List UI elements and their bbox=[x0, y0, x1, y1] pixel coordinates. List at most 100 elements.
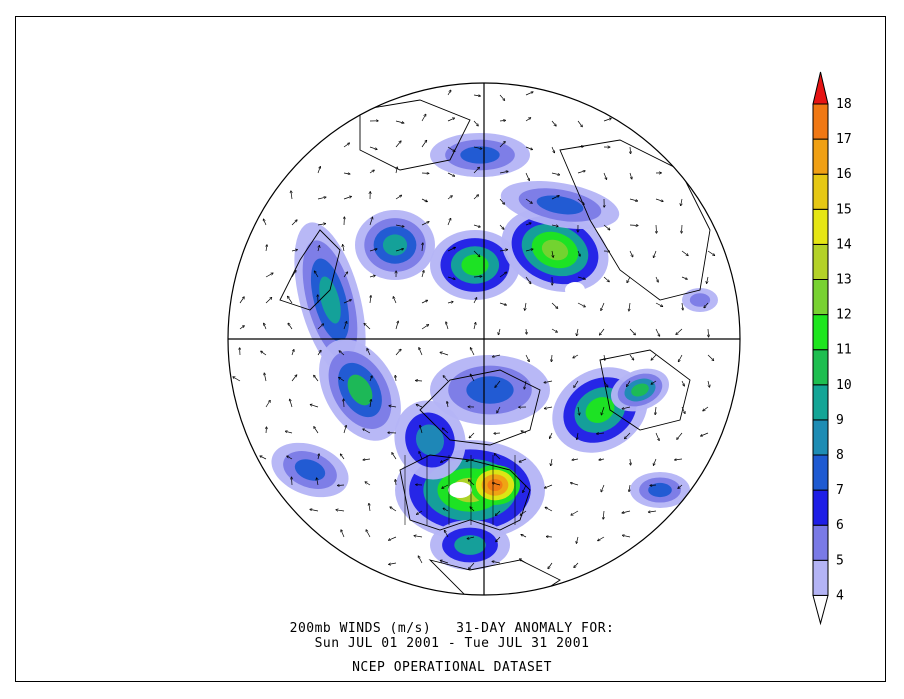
wind-vector bbox=[578, 406, 579, 415]
wind-anomaly-contour bbox=[541, 239, 569, 261]
wind-vector bbox=[341, 454, 345, 460]
wind-anomaly-contour bbox=[631, 383, 649, 397]
wind-vector bbox=[447, 118, 454, 122]
wind-vector bbox=[264, 323, 267, 330]
wind-vector bbox=[679, 354, 683, 362]
wind-vector bbox=[682, 302, 683, 310]
wind-vector bbox=[419, 452, 423, 460]
wind-vector bbox=[603, 172, 607, 179]
wind-vector bbox=[339, 378, 345, 382]
wind-vector bbox=[291, 375, 297, 382]
wind-anomaly-contour bbox=[460, 146, 500, 164]
wind-vector bbox=[395, 349, 401, 356]
wind-vector bbox=[525, 354, 529, 361]
colorbar-segment bbox=[812, 384, 829, 421]
wind-vector bbox=[389, 563, 397, 564]
wind-vector bbox=[627, 276, 631, 282]
wind-vector bbox=[577, 198, 584, 204]
wind-vector bbox=[416, 381, 423, 382]
wind-vector bbox=[681, 380, 684, 386]
wind-vector bbox=[499, 272, 506, 278]
wind-vector bbox=[370, 400, 371, 408]
wind-vector bbox=[447, 172, 455, 176]
wind-vector bbox=[421, 271, 424, 278]
wind-vector bbox=[701, 432, 709, 436]
wind-vector bbox=[629, 198, 637, 201]
wind-vector bbox=[577, 120, 582, 127]
wind-vector bbox=[703, 406, 709, 411]
wind-vector bbox=[447, 219, 451, 226]
wind-vector bbox=[707, 354, 714, 360]
wind-vector bbox=[395, 321, 398, 330]
wind-anomaly-contour bbox=[319, 276, 341, 324]
wind-vector bbox=[389, 406, 397, 407]
colorbar-tick-label: 10 bbox=[836, 378, 852, 393]
caption-title: 200mb WINDS (m/s) 31-DAY ANOMALY FOR: bbox=[289, 621, 615, 636]
wind-vector bbox=[365, 482, 371, 486]
wind-vector bbox=[470, 374, 475, 382]
caption-dataset: NCEP OPERATIONAL DATASET bbox=[352, 660, 552, 675]
wind-vector bbox=[310, 405, 319, 408]
wind-vector bbox=[443, 508, 449, 512]
wind-vector bbox=[264, 373, 267, 382]
wind-vector bbox=[422, 243, 423, 252]
wind-vector bbox=[629, 225, 638, 226]
wind-vector bbox=[682, 224, 683, 233]
colorbar-segment bbox=[812, 279, 829, 316]
wind-vector bbox=[395, 195, 401, 200]
wind-vector bbox=[390, 507, 397, 512]
wind-vector bbox=[265, 401, 270, 408]
wind-vector bbox=[545, 406, 553, 409]
wind-vector bbox=[493, 354, 501, 357]
wind-vector bbox=[704, 302, 709, 308]
wind-vector bbox=[421, 115, 426, 122]
wind-vector bbox=[655, 432, 659, 440]
wind-vector bbox=[547, 537, 553, 538]
wind-vector bbox=[441, 458, 449, 462]
wind-vector bbox=[629, 302, 630, 311]
map-content bbox=[233, 90, 718, 595]
wind-vector bbox=[597, 433, 605, 434]
wind-vector bbox=[392, 453, 397, 460]
wind-vector bbox=[469, 432, 475, 438]
wind-vector bbox=[551, 172, 560, 175]
wind-vector bbox=[577, 250, 580, 256]
wind-vector bbox=[675, 459, 683, 460]
wind-vector bbox=[499, 171, 508, 174]
wind-vector bbox=[577, 302, 585, 307]
below-threshold-area bbox=[565, 282, 585, 298]
wind-vector bbox=[499, 120, 505, 121]
wind-vector bbox=[552, 250, 553, 257]
wind-vector bbox=[601, 484, 605, 492]
wind-vector bbox=[572, 459, 579, 460]
colorbar-segment bbox=[812, 559, 829, 596]
wind-vector bbox=[577, 432, 578, 439]
wind-vector bbox=[292, 477, 293, 486]
wind-vector bbox=[343, 272, 348, 278]
wind-vector bbox=[655, 328, 660, 336]
colorbar-tick-label: 18 bbox=[836, 97, 852, 112]
colorbar-tick-label: 5 bbox=[836, 553, 844, 568]
wind-vector bbox=[551, 146, 554, 153]
wind-anomaly-contour bbox=[648, 482, 672, 498]
wind-vector bbox=[623, 535, 631, 538]
wind-vector bbox=[525, 118, 531, 122]
wind-vector bbox=[571, 510, 579, 515]
wind-vector bbox=[395, 480, 396, 486]
wind-vector bbox=[290, 399, 293, 408]
colorbar-tick-label: 11 bbox=[836, 343, 852, 358]
wind-vector bbox=[369, 170, 374, 174]
colorbar-tick-label: 9 bbox=[836, 413, 844, 428]
colorbar-tick-label: 13 bbox=[836, 273, 852, 288]
wind-anomaly-contour bbox=[585, 397, 615, 423]
wind-vector bbox=[317, 224, 325, 225]
wind-vector bbox=[551, 354, 552, 361]
wind-vector bbox=[499, 302, 506, 305]
wind-vector bbox=[707, 276, 708, 283]
colorbar-tick-label: 6 bbox=[836, 518, 844, 533]
wind-vector bbox=[601, 406, 605, 415]
wind-vector bbox=[627, 380, 631, 386]
wind-vector bbox=[364, 324, 371, 330]
wind-vector bbox=[440, 352, 449, 356]
wind-vector bbox=[291, 220, 297, 226]
